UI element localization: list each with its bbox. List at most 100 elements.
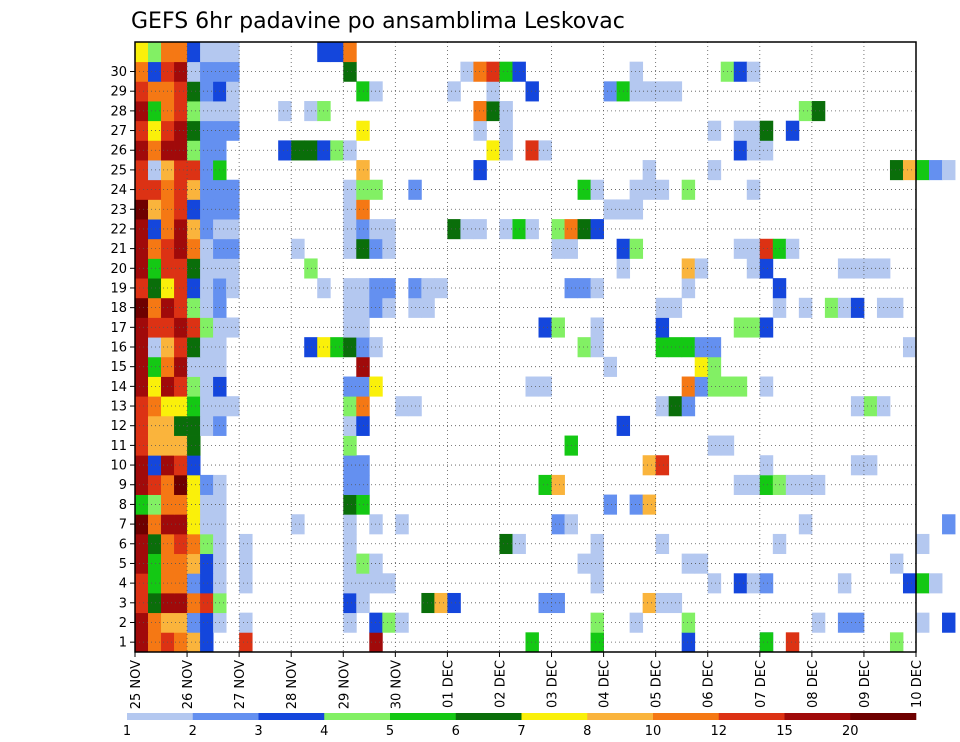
heatmap-cell	[473, 101, 487, 122]
heatmap-cell	[551, 238, 565, 259]
x-tick-label: 30 NOV	[389, 660, 404, 709]
heatmap-cell	[343, 553, 357, 574]
heatmap-cell	[369, 238, 383, 259]
heatmap-cell	[187, 592, 201, 614]
heatmap-cell	[148, 219, 162, 240]
heatmap-cell	[187, 356, 201, 377]
heatmap-cell	[343, 435, 357, 456]
x-tick-label: 05 DEC	[650, 660, 665, 708]
heatmap-cell	[226, 120, 240, 141]
heatmap-cell	[200, 356, 214, 377]
heatmap-cell	[174, 42, 188, 63]
heatmap-cell	[889, 297, 904, 318]
colorbar-label: 5	[386, 724, 394, 739]
heatmap-cell	[148, 179, 162, 200]
heatmap-cell	[200, 101, 214, 122]
heatmap-cell	[148, 356, 162, 377]
heatmap-cell	[200, 317, 214, 338]
heatmap-cell	[187, 42, 201, 63]
heatmap-cell	[694, 553, 709, 574]
heatmap-cell	[187, 514, 201, 535]
colorbar-label: 20	[842, 724, 859, 739]
heatmap-cell	[174, 337, 188, 358]
heatmap-cell	[148, 553, 162, 574]
heatmap-cell	[174, 376, 188, 397]
heatmap-cell	[174, 199, 188, 220]
heatmap-cell	[148, 317, 162, 338]
heatmap-cell	[629, 612, 644, 633]
heatmap-cell	[486, 61, 500, 82]
heatmap-cell	[473, 219, 487, 240]
heatmap-cell	[486, 101, 500, 122]
heatmap-cell	[733, 317, 748, 338]
heatmap-cell	[148, 42, 162, 63]
heatmap-cell	[681, 396, 696, 417]
x-tick-label: 08 DEC	[806, 660, 821, 708]
heatmap-cell	[343, 376, 357, 397]
heatmap-cell	[629, 199, 644, 220]
heatmap-cell	[148, 455, 162, 476]
heatmap-cell	[382, 573, 396, 594]
y-tick-label: 28	[110, 104, 127, 119]
heatmap-cell	[551, 317, 565, 338]
heatmap-cell	[187, 455, 201, 476]
heatmap-cell	[187, 179, 201, 200]
heatmap-cell	[148, 415, 162, 436]
y-tick-label: 15	[110, 360, 127, 375]
heatmap-cell	[343, 317, 357, 338]
heatmap-cell	[200, 42, 214, 63]
heatmap-cell	[343, 396, 357, 417]
heatmap-cell	[733, 61, 748, 82]
heatmap-cell	[629, 179, 644, 200]
heatmap-cell	[343, 278, 357, 299]
heatmap-cell	[733, 573, 748, 594]
heatmap-cell	[343, 42, 357, 63]
heatmap-cell	[135, 435, 149, 456]
heatmap-cell	[148, 337, 162, 358]
heatmap-cell	[499, 120, 513, 141]
y-tick-label: 26	[110, 144, 127, 159]
colorbar-swatch	[192, 713, 259, 720]
heatmap-cell	[707, 573, 722, 594]
heatmap-cell	[200, 199, 214, 220]
heatmap-cell	[174, 179, 188, 200]
heatmap-cell	[785, 120, 800, 141]
y-tick-label: 20	[110, 262, 127, 277]
heatmap-cell	[343, 592, 357, 614]
heatmap-cell	[174, 297, 188, 318]
heatmap-cell	[148, 632, 162, 653]
heatmap-cell	[447, 592, 461, 614]
heatmap-cell	[174, 61, 188, 82]
y-tick-label: 1	[119, 636, 127, 651]
heatmap-cell	[694, 376, 709, 397]
heatmap-cell	[187, 140, 201, 161]
heatmap-cell	[538, 474, 552, 495]
heatmap-cell	[304, 258, 318, 279]
heatmap-cell	[187, 81, 201, 102]
heatmap-cell	[174, 238, 188, 259]
heatmap-cell	[642, 81, 657, 102]
colorbar-swatch	[587, 713, 654, 720]
heatmap-cell	[226, 199, 240, 220]
heatmap-cell	[135, 317, 149, 338]
heatmap-cell	[330, 337, 344, 358]
y-tick-label: 10	[110, 459, 127, 474]
heatmap-cell	[629, 61, 644, 82]
heatmap-cell	[239, 573, 253, 594]
heatmap-cell	[655, 317, 670, 338]
heatmap-cell	[746, 317, 761, 338]
colorbar-label: 2	[189, 724, 197, 739]
heatmap-cell	[200, 592, 214, 614]
heatmap-cell	[590, 317, 604, 338]
heatmap-cell	[356, 199, 370, 220]
heatmap-cell	[356, 494, 370, 515]
heatmap-cell	[369, 553, 383, 574]
heatmap-cell	[148, 494, 162, 515]
heatmap-cell	[148, 238, 162, 259]
heatmap-cell	[239, 632, 253, 653]
heatmap-cell	[759, 120, 774, 141]
heatmap-cell	[148, 514, 162, 535]
heatmap-cell	[942, 514, 956, 535]
colorbar-label: 3	[254, 724, 262, 739]
